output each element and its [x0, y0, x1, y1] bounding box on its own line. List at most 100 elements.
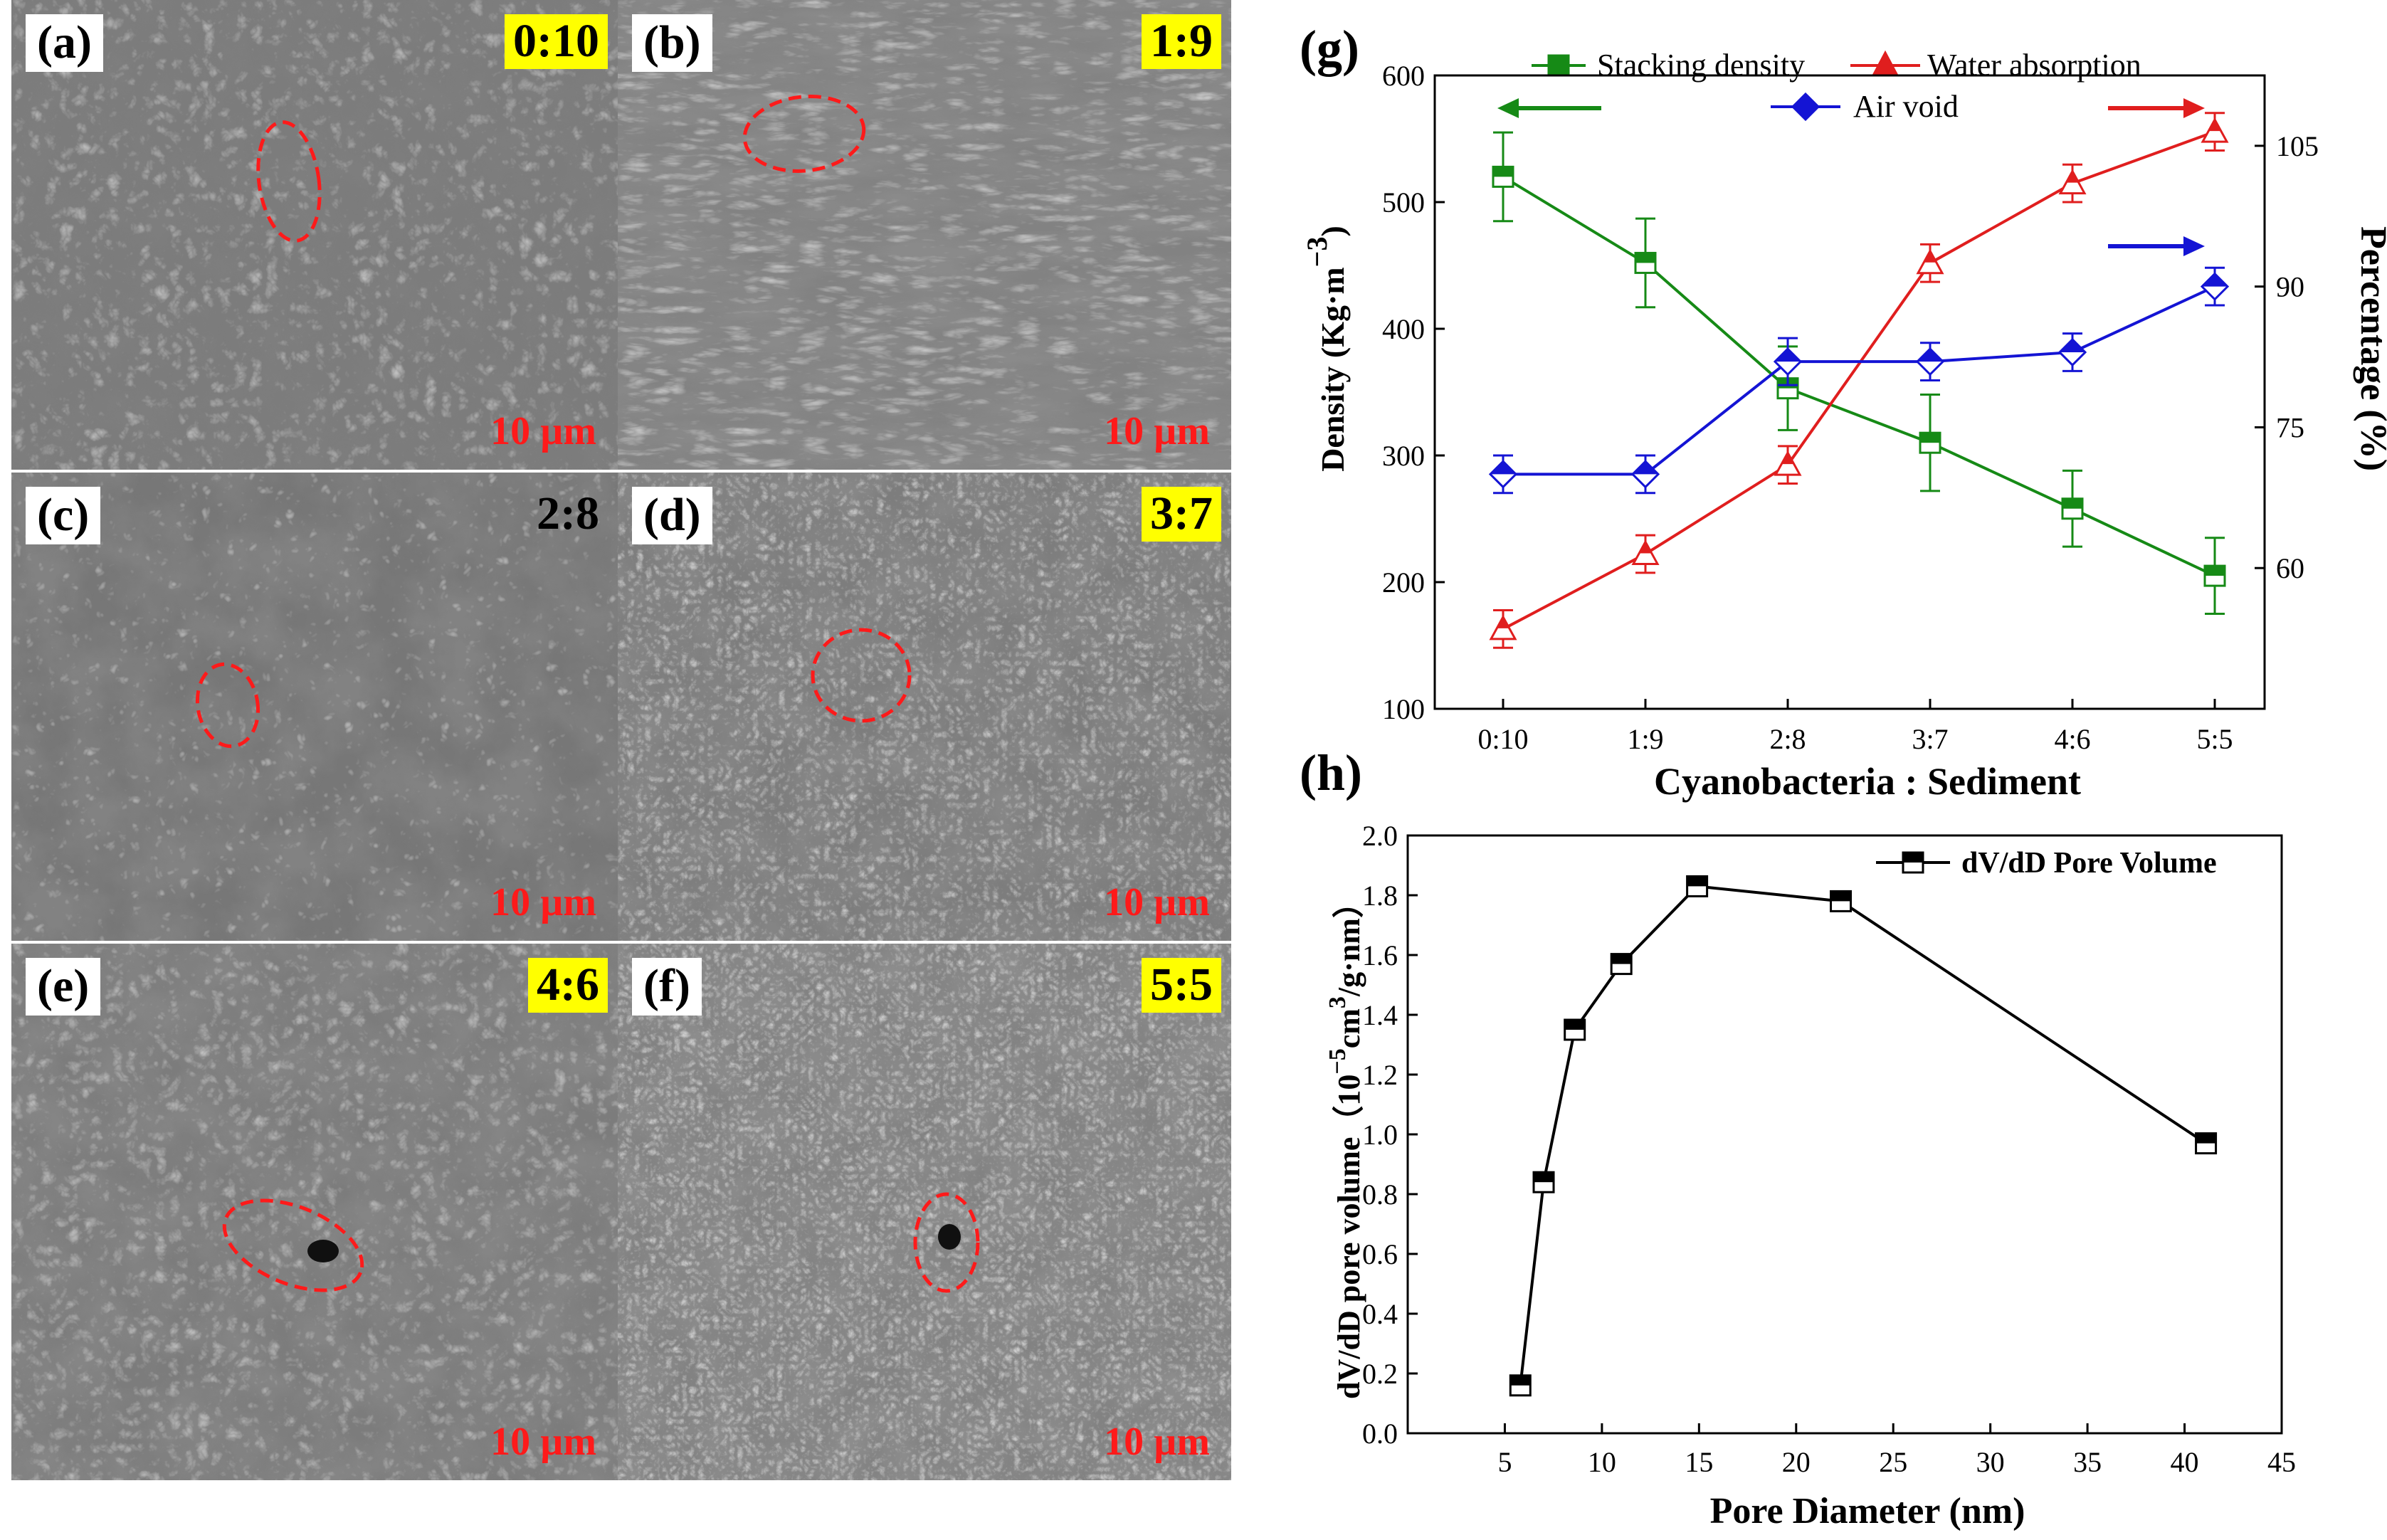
data-point-2 — [2057, 337, 2087, 367]
chart-g-y2label: Percentage (%) — [2353, 226, 2387, 471]
panel-label: (b) — [632, 14, 712, 72]
legend-marker-pore — [1902, 851, 1924, 874]
y2-tick-label: 105 — [2276, 130, 2319, 162]
y-tick-label: 0.6 — [1362, 1238, 1398, 1270]
legend-label-stacking: Stacking density — [1597, 48, 1805, 83]
data-point-2-fill — [1775, 349, 1801, 362]
data-point-fill — [1564, 1020, 1585, 1030]
legend-marker-stacking — [1547, 54, 1570, 77]
y-tick-label: 0.8 — [1362, 1178, 1398, 1211]
data-point-1 — [1774, 450, 1802, 476]
y-tick-label: 1.6 — [1362, 939, 1398, 971]
data-point-0 — [1492, 165, 1514, 188]
y-tick-label: 2.0 — [1362, 820, 1398, 852]
y-tick-label: 500 — [1382, 186, 1425, 218]
data-point-2-fill — [1917, 349, 1943, 362]
scale-bar-label: 10 µm — [1104, 880, 1210, 924]
pore-marker — [742, 95, 866, 173]
scale-bar-label: 10 µm — [490, 880, 596, 924]
data-point-0 — [2203, 564, 2226, 587]
data-point-0-fill — [2205, 566, 2225, 576]
data-point-0-fill — [2062, 498, 2082, 509]
scale-bar-label: 10 µm — [490, 1420, 596, 1464]
legend-label-water: Water absorption — [1927, 48, 2141, 83]
x-tick-label: 30 — [1976, 1446, 2005, 1478]
blue-arrow-right-head — [2183, 236, 2205, 256]
chart-h-ylabel-sup2: 3 — [1324, 996, 1351, 1008]
chart-h-frame — [1406, 834, 2283, 1435]
y-tick-label: 1.0 — [1362, 1119, 1398, 1151]
data-point-1-fill — [1639, 542, 1652, 554]
data-point-1-fill — [1924, 250, 1937, 263]
chart-g-ylabel-sup: −3 — [1301, 237, 1333, 268]
data-point-fill — [1830, 891, 1851, 902]
sem-panel-c: (c) 2:8 10 µm — [11, 473, 618, 941]
y-tick-label: 0.4 — [1362, 1298, 1398, 1330]
data-point-fill — [1510, 1375, 1531, 1386]
chart-g-ylabel-close: ) — [1314, 226, 1351, 236]
chart-g-axis-arrows — [1497, 98, 2205, 256]
x-tick-label: 3:7 — [1912, 723, 1948, 755]
x-tick-label: 2:8 — [1769, 723, 1806, 755]
chart-h-ylabel-post: /g·nm） — [1332, 887, 1366, 997]
chart-g-ylabel-main: Density (Kg·m — [1314, 267, 1351, 471]
chart-g-ylabel: Density (Kg·m−3) — [1301, 226, 1351, 472]
pore-void — [938, 1224, 961, 1250]
data-point-fill — [1687, 876, 1707, 887]
series-line-1 — [1502, 130, 2215, 631]
scale-bar-label: 10 µm — [490, 409, 596, 453]
chart-h-xlabel: Pore Diameter (nm) — [1710, 1491, 2025, 1531]
ratio-badge: 5:5 — [1142, 958, 1221, 1013]
chart-g-panel-label: (g) — [1300, 20, 1359, 77]
ratio-badge: 3:7 — [1142, 487, 1221, 542]
data-point-1-fill — [2066, 171, 2079, 183]
ratio-badge: 2:8 — [537, 487, 599, 539]
ratio-badge: 4:6 — [528, 958, 608, 1013]
ratio-badge: 1:9 — [1142, 14, 1221, 69]
data-point-0-fill — [1920, 433, 1940, 443]
y-tick-label: 300 — [1382, 440, 1425, 472]
y-tick-label: 400 — [1382, 313, 1425, 345]
sem-image-c — [11, 473, 618, 941]
data-point-0-fill — [1493, 167, 1513, 177]
x-tick-label: 20 — [1782, 1446, 1811, 1478]
pore-marker — [811, 628, 912, 723]
chart-g-plot — [1488, 112, 2230, 649]
sem-image-a — [11, 0, 618, 470]
pore-marker — [195, 662, 260, 749]
y-tick-label: 100 — [1382, 693, 1425, 725]
chart-h-legend: dV/dD Pore Volume — [1876, 847, 2217, 880]
data-point-0 — [2061, 497, 2084, 520]
x-tick-label: 40 — [2171, 1446, 2199, 1478]
panel-label: (a) — [26, 14, 103, 72]
data-point-2 — [1488, 460, 1518, 489]
data-point-fill — [1534, 1172, 1554, 1183]
data-point-2-fill — [1490, 461, 1516, 475]
data-point — [1610, 953, 1633, 976]
chart-h-panel-label: (h) — [1300, 744, 1362, 801]
data-point-0 — [1776, 377, 1799, 400]
data-point-2 — [1773, 347, 1803, 376]
sem-panel-f: (f) 5:5 10 µm — [618, 944, 1231, 1480]
x-tick-label: 45 — [2267, 1446, 2296, 1478]
data-point-0-fill — [1778, 378, 1798, 389]
y-tick-label: 0.2 — [1362, 1358, 1398, 1390]
sem-image-e — [11, 944, 618, 1480]
series-line — [1519, 885, 2207, 1386]
pore-marker — [913, 1192, 980, 1293]
data-point — [1686, 875, 1709, 897]
chart-h-axes: 0.0 0.2 0.4 0.6 0.8 1.0 1.2 1.4 1.6 1.8 2.0 5 10 15 20… — [1362, 820, 2296, 1478]
legend-label-pore: dV/dD Pore Volume — [1961, 847, 2217, 880]
data-point-1-fill — [1781, 453, 1794, 465]
data-point — [1509, 1374, 1532, 1397]
y2-tick-label: 75 — [2276, 411, 2304, 443]
x-tick-label: 35 — [2073, 1446, 2102, 1478]
chart-g-legend: Stacking density Water absorption Air vo… — [1532, 48, 2141, 124]
chart-h-ylabel-mid: cm — [1332, 1008, 1366, 1048]
sem-panel-e: (e) 4:6 10 µm — [11, 944, 618, 1480]
panel-label: (d) — [632, 487, 712, 544]
data-point-1 — [1631, 539, 1660, 565]
chart-h-plot — [1509, 875, 2218, 1397]
data-point-1-fill — [2208, 120, 2221, 132]
x-tick-label: 0:10 — [1477, 723, 1528, 755]
